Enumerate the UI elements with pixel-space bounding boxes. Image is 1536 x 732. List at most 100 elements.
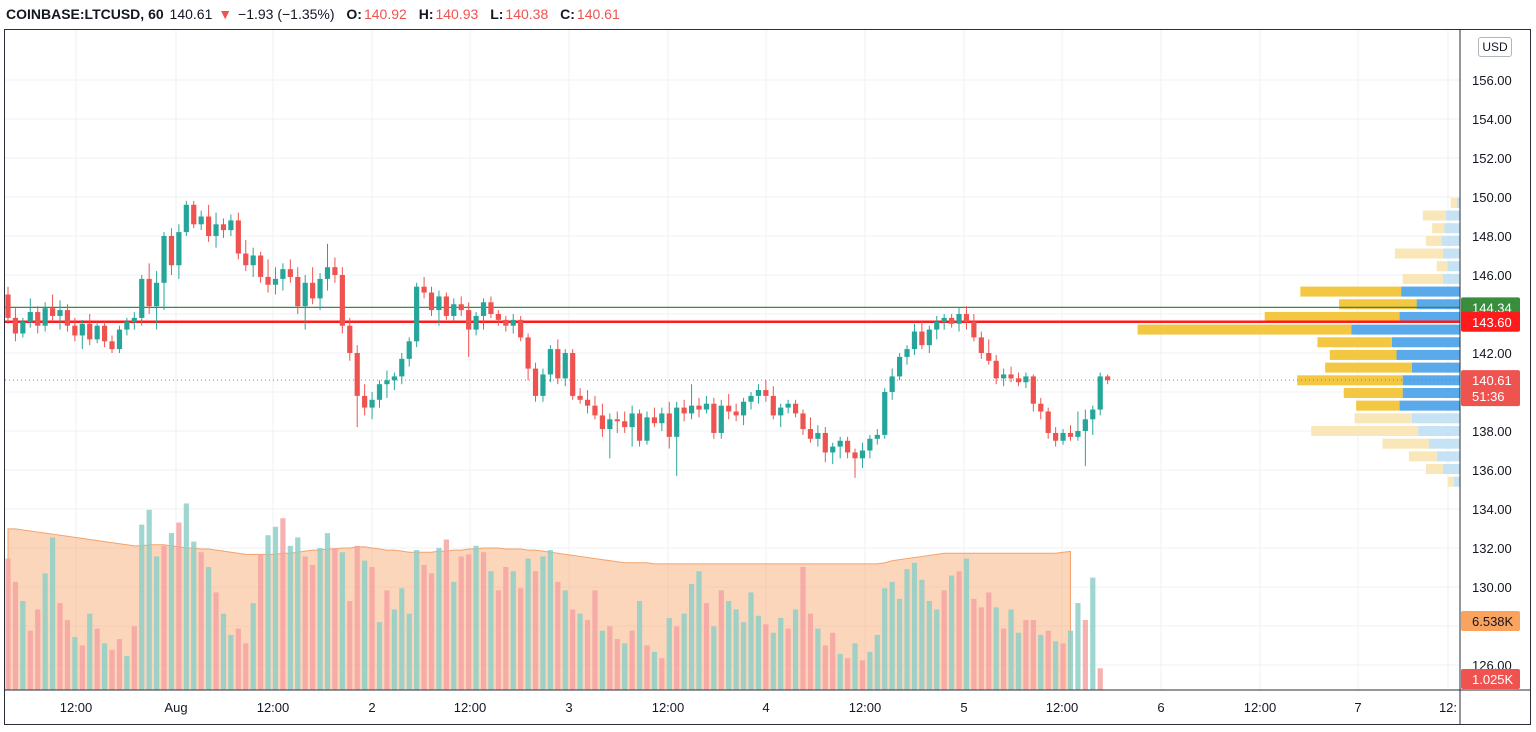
chart-frame[interactable] xyxy=(4,29,1531,725)
volume-bar xyxy=(428,573,435,690)
volume-bar xyxy=(176,522,182,690)
volume-bar xyxy=(206,567,212,690)
volume-bar xyxy=(555,581,561,690)
volume-bar xyxy=(317,547,323,690)
candle-body xyxy=(949,317,955,324)
candle-body xyxy=(525,337,531,369)
candle-body xyxy=(1082,419,1088,431)
candle-body xyxy=(235,220,241,254)
volume-bar xyxy=(1015,632,1022,690)
candle-body xyxy=(614,419,620,422)
volume-bar xyxy=(614,639,620,690)
symbol-name[interactable]: COINBASE:LTCUSD, 60 xyxy=(6,6,164,22)
candle-body xyxy=(822,432,828,453)
volume-bar xyxy=(391,609,397,690)
candle-body xyxy=(12,317,19,334)
volume-bar xyxy=(993,607,999,690)
candle-body xyxy=(258,255,264,277)
candle-body xyxy=(310,282,316,299)
open-value: 140.92 xyxy=(363,6,407,22)
volume-last-tag: 1.025K xyxy=(1461,669,1520,689)
volume-bar xyxy=(674,626,680,690)
volume-bar xyxy=(191,541,197,690)
currency-button[interactable]: USD xyxy=(1478,37,1512,57)
volume-profile-down-bar xyxy=(1300,286,1402,297)
candle-body xyxy=(362,395,368,408)
volume-bar xyxy=(837,653,843,690)
price-tick-label: 136.00 xyxy=(1472,463,1512,478)
candle-body xyxy=(198,216,204,225)
volume-bar xyxy=(792,609,799,690)
volume-bar xyxy=(42,573,48,690)
volume-profile-up-bar xyxy=(1402,387,1460,398)
volume-bar xyxy=(934,609,940,690)
volume-bar xyxy=(139,524,145,690)
candle-body xyxy=(161,236,167,283)
candle-body xyxy=(265,276,271,285)
volume-bar xyxy=(696,571,702,690)
time-tick-label: 3 xyxy=(565,700,572,715)
high-value: 140.93 xyxy=(435,6,479,22)
volume-profile-down-bar xyxy=(1264,311,1400,322)
volume-bar xyxy=(1023,620,1029,690)
candle-body xyxy=(295,276,301,307)
candle-body xyxy=(384,380,390,385)
candle-body xyxy=(317,278,323,299)
candle-body xyxy=(592,405,598,416)
volume-profile-up-bar xyxy=(1391,337,1460,348)
volume-bar xyxy=(376,622,383,690)
candle-body xyxy=(1045,411,1051,433)
volume-profile-down-bar xyxy=(1447,476,1454,487)
volume-ma-tag-label: 6.538K xyxy=(1472,614,1514,629)
volume-bar xyxy=(183,503,189,690)
candle-body xyxy=(376,384,383,400)
price-tick-label: 152.00 xyxy=(1472,151,1512,166)
low-value: 140.38 xyxy=(505,6,549,22)
volume-profile-down-bar xyxy=(1432,223,1445,234)
candle-body xyxy=(79,323,85,336)
volume-bar xyxy=(822,645,828,690)
candle-body xyxy=(622,421,628,428)
candle-body xyxy=(473,315,479,330)
candle-body xyxy=(339,275,345,326)
candle-body xyxy=(421,286,427,293)
volume-bar xyxy=(280,518,286,690)
candle-body xyxy=(57,310,63,316)
volume-bar xyxy=(220,613,227,690)
candle-body xyxy=(287,269,293,277)
volume-bar xyxy=(978,607,984,690)
candle-body xyxy=(206,216,212,236)
symbol-header: COINBASE:LTCUSD, 60 140.61 ▼ −1.93 (−1.3… xyxy=(6,4,622,24)
price-tick-label: 142.00 xyxy=(1472,346,1512,361)
candle-body xyxy=(428,292,435,311)
candle-body xyxy=(897,356,903,377)
volume-bar xyxy=(733,609,739,690)
candle-body xyxy=(770,395,776,416)
volume-profile-up-bar xyxy=(1442,464,1460,475)
time-tick-label: 12:00 xyxy=(60,700,93,715)
volume-bar xyxy=(265,535,271,690)
candle-body xyxy=(971,321,977,338)
volume-profile-down-bar xyxy=(1402,273,1443,284)
candle-body xyxy=(674,407,680,437)
candle-body xyxy=(859,450,866,459)
candle-body xyxy=(146,278,152,307)
candle-body xyxy=(599,415,605,430)
candle-body xyxy=(815,432,821,439)
candle-body xyxy=(718,405,724,433)
candle-body xyxy=(399,358,405,377)
candle-body xyxy=(830,446,836,453)
candle-body xyxy=(488,302,494,314)
volume-profile-down-bar xyxy=(1325,362,1412,373)
candle-body xyxy=(495,314,501,320)
volume-bar xyxy=(131,626,137,690)
price-tick-label: 150.00 xyxy=(1472,190,1512,205)
volume-bar xyxy=(443,539,449,690)
volume-bar xyxy=(480,552,487,690)
candle-body xyxy=(882,392,888,435)
volume-bar xyxy=(228,634,234,690)
volume-bar xyxy=(57,603,63,690)
volume-bar xyxy=(770,632,776,690)
volume-bar xyxy=(688,584,695,690)
